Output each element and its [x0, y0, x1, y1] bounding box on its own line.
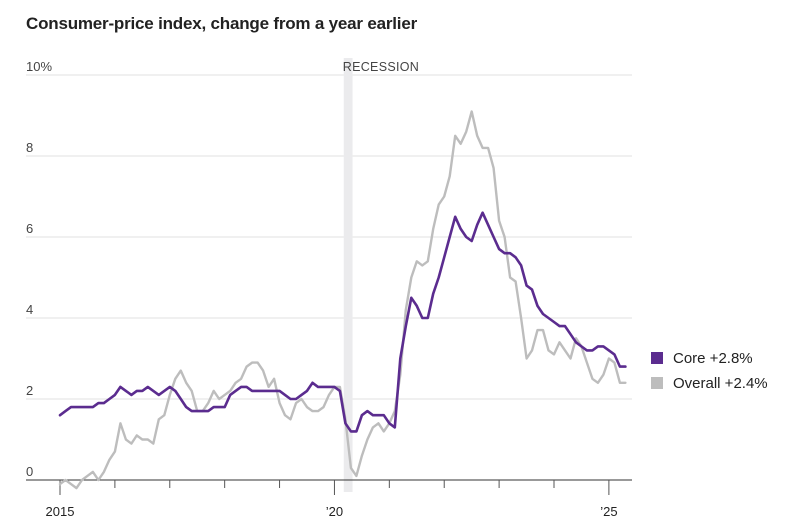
legend-swatch-core [651, 352, 663, 364]
y-tick-label: 2 [26, 383, 33, 398]
x-tick-label: 2015 [46, 504, 75, 519]
series-line-core [58, 211, 627, 433]
y-tick-label: 4 [26, 302, 33, 317]
y-tick-label: 0 [26, 464, 33, 479]
chart-title: Consumer-price index, change from a year… [26, 14, 417, 33]
legend-swatch-overall [651, 377, 663, 389]
gridlines [26, 74, 632, 400]
series-lines [58, 110, 627, 490]
legend-label-overall: Overall +2.4% [673, 375, 768, 392]
x-axis-ticks: 2015 ’20 ’25 [46, 480, 618, 519]
recession-label: RECESSION [343, 60, 419, 74]
y-axis-tick-labels: 10% 8 6 4 2 0 [26, 59, 52, 479]
y-tick-label: 8 [26, 140, 33, 155]
x-tick-label: ’25 [600, 504, 617, 519]
series-line-overall [58, 110, 627, 490]
y-tick-label: 6 [26, 221, 33, 236]
legend: Core +2.8% Overall +2.4% [651, 350, 768, 392]
legend-label-core: Core +2.8% [673, 350, 753, 367]
x-tick-label: ’20 [326, 504, 343, 519]
recession-band [343, 58, 353, 492]
y-tick-label: 10% [26, 59, 52, 74]
